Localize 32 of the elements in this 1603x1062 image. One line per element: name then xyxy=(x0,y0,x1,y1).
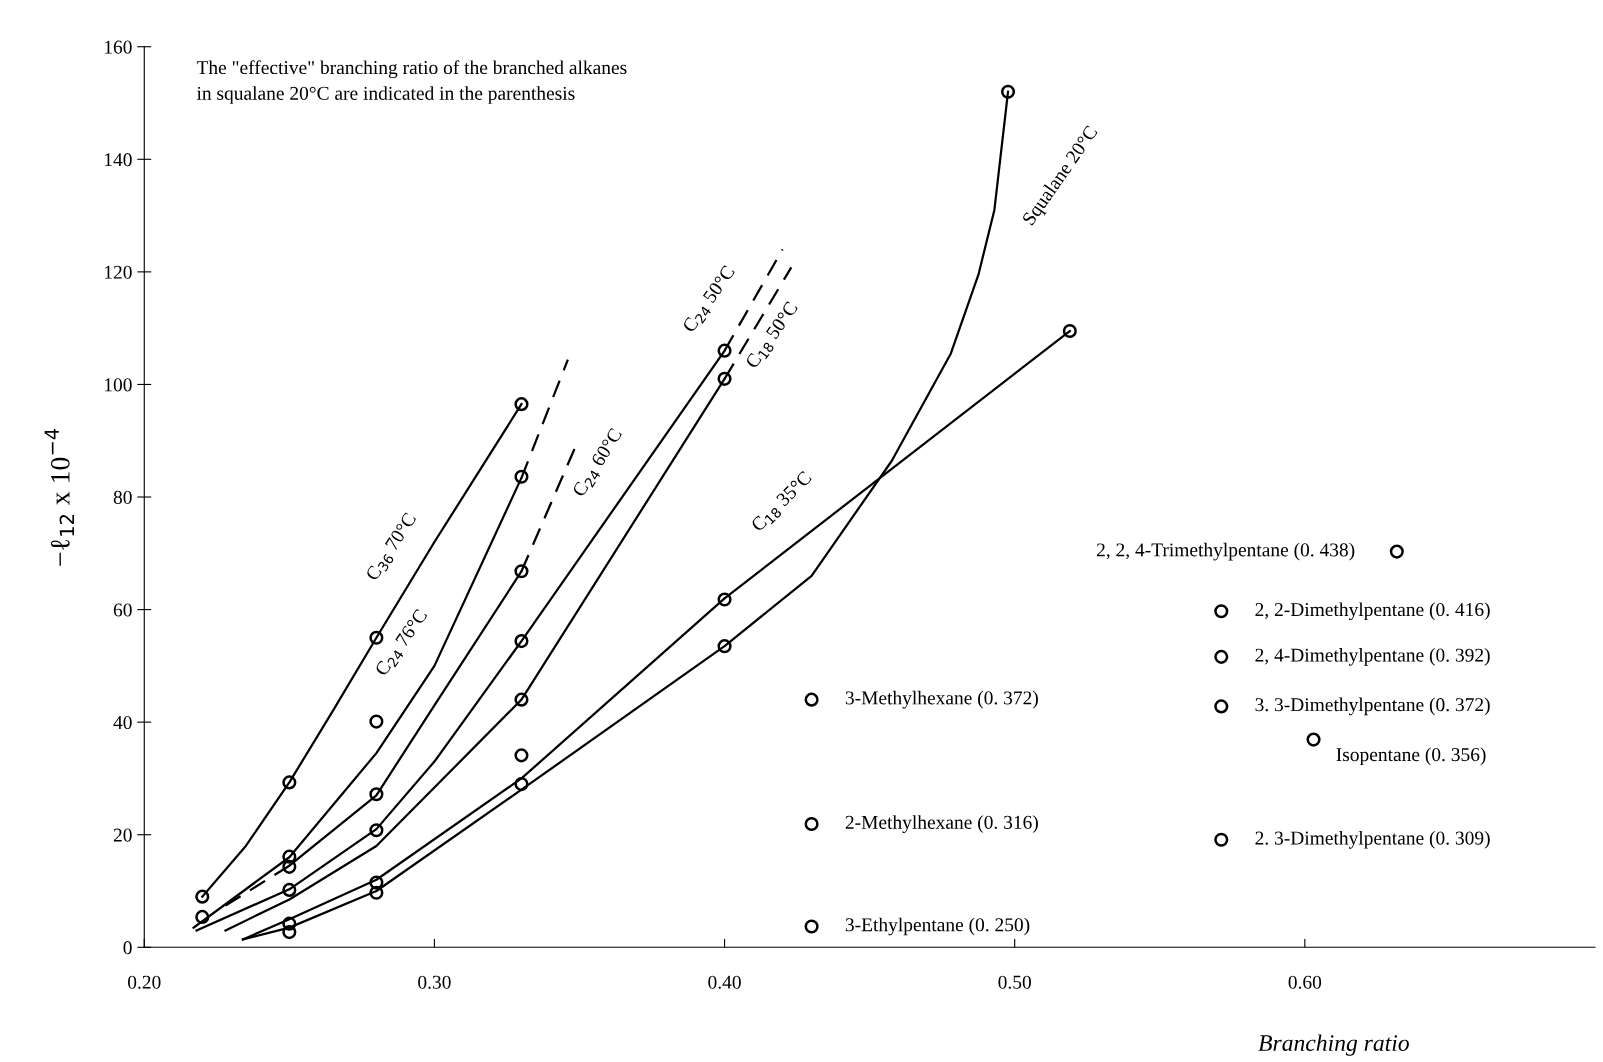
x-tick-label: 0.50 xyxy=(998,975,1031,989)
annotation: 2. 3-Dimethylpentane (0. 309) xyxy=(1255,830,1490,849)
y-tick-label: 140 xyxy=(105,153,132,167)
annotation: C$_{36}$ 70°C xyxy=(365,511,420,584)
y-tick-label: 160 xyxy=(105,40,132,54)
y-tick-label: 100 xyxy=(105,378,132,392)
annotation: C$_{18}$ 50°C xyxy=(744,300,801,371)
y-tick-label: 20 xyxy=(113,828,132,842)
annotation: The "effective" branching ratio of the branched alkanes in squalane 20°C are indicated in the parenthesis xyxy=(196,60,627,104)
x-axis-title: Branching ratio xyxy=(1258,1034,1409,1056)
annotation: 2, 2-Dimethylpentane (0. 416) xyxy=(1255,602,1490,621)
annotation: 3-Ethylpentane (0. 250) xyxy=(845,917,1030,936)
y-tick-label: 0 xyxy=(123,941,132,955)
annotation: 3. 3-Dimethylpentane (0. 372) xyxy=(1255,697,1490,716)
y-axis-title: −ℓ$_{12}$ x 10$^{−4}$ xyxy=(44,428,74,566)
annotation: C$_{24}$ 50°C xyxy=(681,264,738,335)
y-tick-label: 120 xyxy=(105,265,132,279)
x-tick-label: 0.40 xyxy=(708,975,741,989)
annotation: C$_{18}$ 35°C xyxy=(750,470,815,535)
x-tick-label: 0.20 xyxy=(128,975,161,989)
annotation: C$_{24}$ 60°C xyxy=(571,427,625,499)
annotation: Isopentane (0. 356) xyxy=(1336,747,1486,766)
annotation: 2-Methylhexane (0. 316) xyxy=(845,815,1038,833)
annotation: 2, 2, 4-Trimethylpentane (0. 438) xyxy=(1096,542,1355,561)
y-tick-label: 80 xyxy=(113,490,132,504)
annotation: 2, 4-Dimethylpentane (0. 392) xyxy=(1255,648,1490,666)
annotation: 3-Methylhexane (0. 372) xyxy=(845,690,1038,709)
y-tick-label: 40 xyxy=(113,715,132,730)
x-tick-label: 0.60 xyxy=(1288,975,1322,989)
annotation: C$_{24}$ 76°C xyxy=(374,608,431,679)
x-tick-label: 0.30 xyxy=(418,975,451,989)
y-tick-label: 60 xyxy=(113,603,132,617)
